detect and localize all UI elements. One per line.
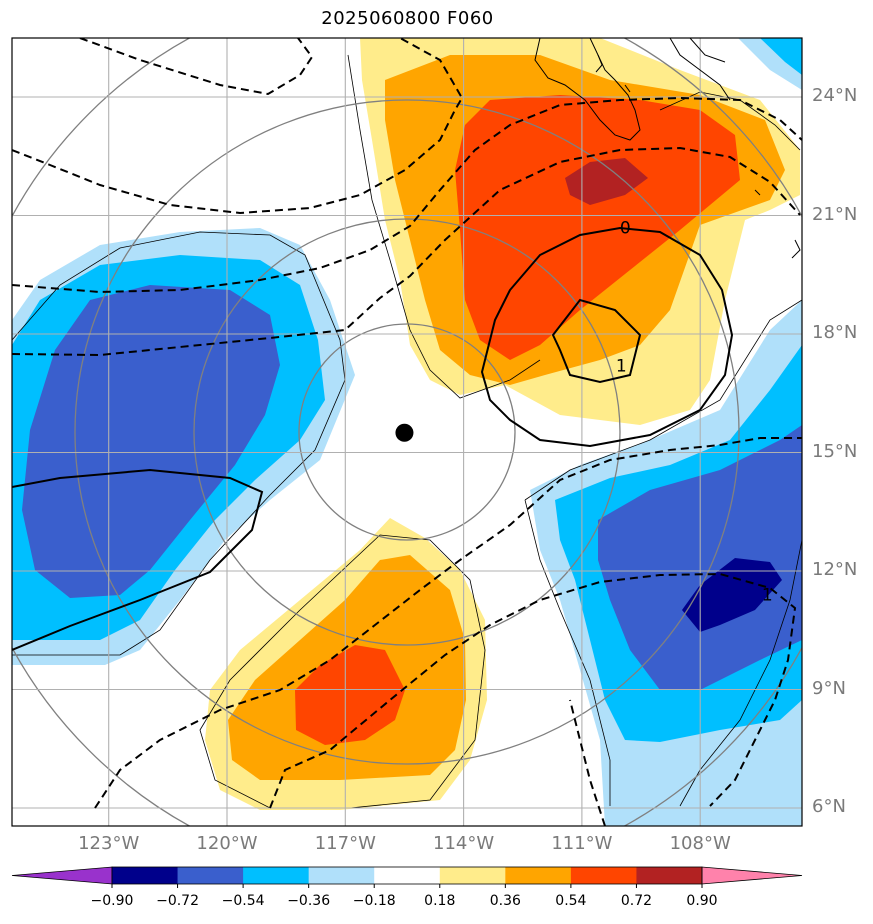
- colorbar-segment: [505, 867, 572, 884]
- colorbar-tick-label: −0.18: [352, 893, 396, 909]
- longitude-label: 108°W: [669, 833, 731, 854]
- latitude-label: 12°N: [812, 559, 858, 580]
- colorbar-tick-label: 0.36: [489, 893, 521, 909]
- shading-north-positive-region: [360, 38, 800, 425]
- colorbar-tick-label: −0.90: [90, 893, 134, 909]
- map-frame: [11, 37, 803, 827]
- colorbar-tick-label: 0.54: [555, 893, 587, 909]
- colorbar-segment: [439, 867, 506, 884]
- solid-contours: [12, 226, 734, 651]
- gridlines: [12, 38, 802, 826]
- latitude-label: 6°N: [812, 796, 846, 817]
- dashed-contours: [12, 38, 802, 826]
- contour-value-label: 0: [620, 218, 631, 238]
- latitude-label: 21°N: [812, 203, 858, 225]
- latitude-label: 15°N: [812, 440, 858, 462]
- colorbar-over-arrow: [701, 866, 803, 885]
- shading-southeast-negative-region: [530, 300, 802, 826]
- colorbar-segment: [374, 867, 441, 884]
- colorbar-tick-label: 0.18: [424, 893, 456, 909]
- map-title: 2025060800 F060: [321, 8, 494, 29]
- contour-labels: 0 1 1: [616, 218, 773, 606]
- colorbar-segment: [243, 867, 310, 884]
- latitude-label: 9°N: [812, 677, 846, 699]
- colorbar-segment: [636, 867, 703, 884]
- colorbar-segment: [112, 867, 179, 884]
- range-ring: [193, 218, 621, 646]
- map-panel: 0 1 1: [12, 38, 802, 826]
- longitude-label: 123°W: [78, 833, 140, 854]
- contour-value-label: 1: [762, 586, 773, 606]
- longitude-label: 120°W: [196, 833, 258, 854]
- range-ring: [298, 323, 516, 541]
- colorbar-tick-label: −0.36: [287, 893, 331, 909]
- latitude-label: 24°N: [812, 85, 858, 106]
- storm-center-marker: [395, 423, 414, 442]
- latitude-label: 18°N: [812, 322, 858, 343]
- colorbar: [11, 866, 803, 888]
- shading-northeast-corner: [738, 38, 802, 90]
- colorbar-tick-label: 0.72: [620, 893, 653, 909]
- colorbar-under-arrow: [11, 866, 113, 885]
- colorbar-segment: [570, 867, 637, 884]
- longitude-label: 111°W: [551, 833, 613, 854]
- shading-south-positive-region: [205, 518, 487, 810]
- range-rings: [12, 38, 802, 826]
- colorbar-tick-label: −0.54: [221, 893, 265, 909]
- colorbar-tick-label: 0.90: [686, 893, 718, 909]
- longitude-label: 114°W: [433, 833, 495, 854]
- colorbar-tick-label: −0.72: [156, 893, 199, 909]
- range-ring: [74, 99, 740, 765]
- longitude-label: 117°W: [314, 833, 376, 854]
- coastline: [534, 38, 801, 259]
- contour-value-label: 1: [616, 357, 627, 377]
- colorbar-segment: [308, 867, 375, 884]
- colorbar-segment: [177, 867, 244, 884]
